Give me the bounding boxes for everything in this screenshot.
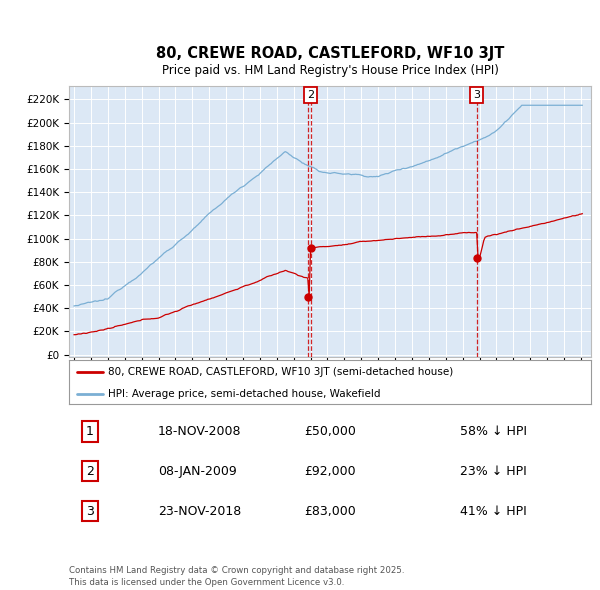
- Text: Price paid vs. HM Land Registry's House Price Index (HPI): Price paid vs. HM Land Registry's House …: [161, 64, 499, 77]
- Text: £83,000: £83,000: [304, 504, 356, 517]
- Text: £92,000: £92,000: [304, 465, 356, 478]
- Text: 80, CREWE ROAD, CASTLEFORD, WF10 3JT: 80, CREWE ROAD, CASTLEFORD, WF10 3JT: [156, 45, 504, 61]
- Text: 3: 3: [473, 90, 480, 100]
- Text: HPI: Average price, semi-detached house, Wakefield: HPI: Average price, semi-detached house,…: [108, 389, 380, 399]
- Text: 2: 2: [86, 465, 94, 478]
- Text: 08-JAN-2009: 08-JAN-2009: [158, 465, 236, 478]
- Text: Contains HM Land Registry data © Crown copyright and database right 2025.
This d: Contains HM Land Registry data © Crown c…: [69, 566, 404, 587]
- Text: 3: 3: [86, 504, 94, 517]
- Text: 80, CREWE ROAD, CASTLEFORD, WF10 3JT (semi-detached house): 80, CREWE ROAD, CASTLEFORD, WF10 3JT (se…: [108, 368, 454, 377]
- Text: £50,000: £50,000: [304, 425, 356, 438]
- Text: 1: 1: [86, 425, 94, 438]
- Text: 23-NOV-2018: 23-NOV-2018: [158, 504, 241, 517]
- Text: 58% ↓ HPI: 58% ↓ HPI: [461, 425, 527, 438]
- Text: 41% ↓ HPI: 41% ↓ HPI: [461, 504, 527, 517]
- Text: 18-NOV-2008: 18-NOV-2008: [158, 425, 241, 438]
- Text: 2: 2: [307, 90, 314, 100]
- Text: 23% ↓ HPI: 23% ↓ HPI: [461, 465, 527, 478]
